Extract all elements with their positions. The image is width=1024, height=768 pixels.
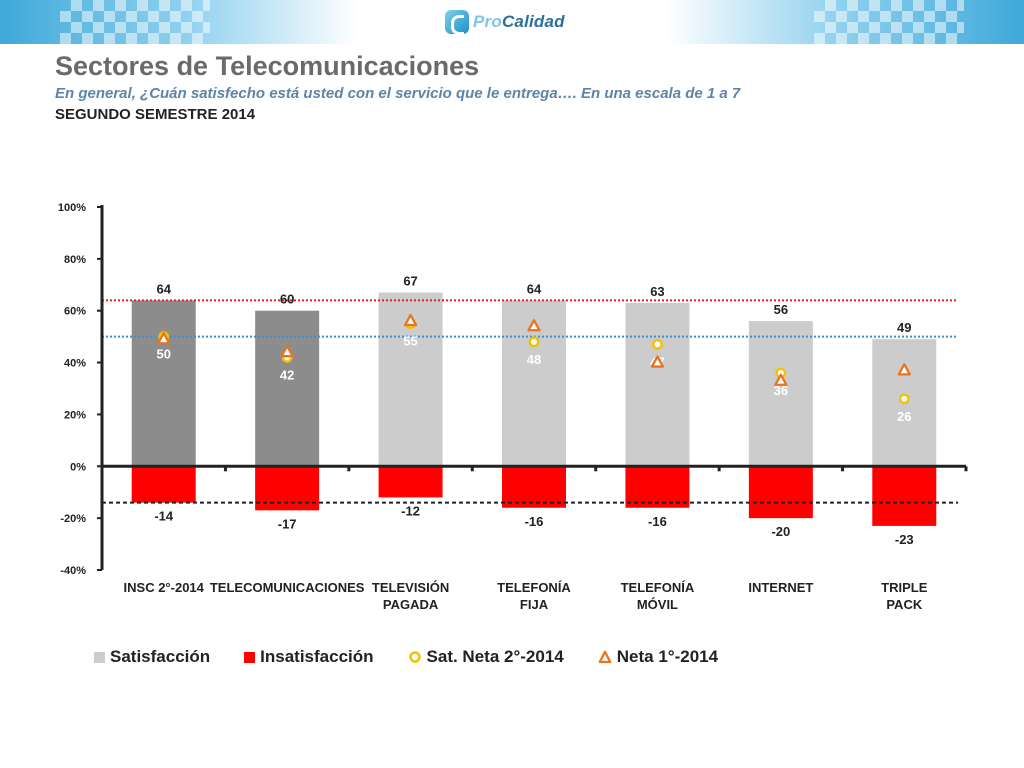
chart-legend: Satisfacción Insatisfacción Sat. Neta 2°…: [94, 647, 718, 667]
x-category-label: TELEFONÍA FIJA: [497, 580, 571, 612]
insatisfaccion-label: -20: [771, 524, 790, 539]
sat-neta-label: 42: [280, 367, 294, 382]
insatisfaccion-label: -14: [154, 509, 174, 524]
sat-neta-point: [898, 393, 910, 405]
insatisfaccion-bar: [378, 466, 443, 498]
legend-label-satisfaccion: Satisfacción: [110, 647, 211, 666]
legend-swatch-insatisfaccion: [244, 651, 256, 663]
sat-neta-label: 36: [774, 383, 788, 398]
satisfaccion-label: 56: [774, 302, 788, 317]
logo-text-pro: Pro: [473, 12, 502, 31]
sat-neta-label: 48: [527, 352, 541, 367]
satisfaccion-bar: [255, 310, 320, 467]
sat-neta-label: 55: [403, 334, 417, 349]
insatisfaccion-bar: [625, 466, 690, 508]
x-category-label: INTERNET: [748, 580, 813, 595]
procalidad-logo: ProCalidad: [445, 6, 565, 38]
insatisfaccion-label: -16: [525, 514, 544, 529]
insatisfaccion-bar: [255, 466, 320, 511]
insatisfaccion-label: -23: [895, 532, 914, 547]
legend-item-neta: Neta 1°-2014: [598, 647, 718, 667]
y-tick-label: 0%: [70, 461, 86, 473]
y-tick-label: 80%: [64, 254, 86, 266]
header-banner: ProCalidad: [0, 0, 1024, 44]
insatisfaccion-bar: [748, 466, 813, 519]
logo-text-calidad: Calidad: [501, 12, 565, 31]
x-category-label: TELECOMUNICACIONES: [210, 580, 365, 595]
insatisfaccion-bar: [872, 466, 937, 526]
legend-label-insatisfaccion: Insatisfacción: [260, 647, 374, 666]
satisfaccion-bar: [748, 321, 813, 467]
neta-point: [897, 363, 911, 376]
insatisfaccion-label: -12: [401, 503, 420, 518]
legend-label-sat-neta: Sat. Neta 2°-2014: [426, 647, 564, 666]
insatisfaccion-bar: [131, 466, 196, 503]
legend-label-neta: Neta 1°-2014: [616, 647, 719, 666]
x-category-label: TRIPLE PACK: [881, 580, 928, 612]
chart: 100% 80% 60% 40% 20% 0% -20% -40% 64 -14 50 60 -17 42…: [58, 202, 968, 612]
legend-swatch-satisfaccion: [94, 651, 105, 663]
neta-point: [403, 313, 418, 327]
x-category-label: TELEVISIÓN PAGADA: [372, 580, 449, 612]
satisfaccion-label: 49: [897, 320, 911, 335]
page-title: Sectores de Telecomunicaciones: [55, 51, 480, 81]
sat-neta-label: 50: [156, 347, 170, 362]
legend-item-satisfaccion: Satisfacción: [94, 647, 210, 667]
banner-pattern-left: [60, 0, 210, 44]
neta-point: [527, 319, 541, 332]
legend-item-sat-neta: Sat. Neta 2°-2014: [408, 647, 564, 667]
satisfaccion-label: 63: [650, 284, 664, 299]
sat-neta-label: 26: [897, 409, 911, 424]
satisfaccion-bar: [131, 300, 196, 467]
x-category-label: INSC 2°-2014: [124, 580, 205, 595]
y-tick-label: -20%: [60, 513, 86, 525]
logo-mark-icon: [445, 10, 469, 35]
insatisfaccion-label: -16: [648, 514, 667, 529]
y-tick-label: -40%: [60, 565, 86, 577]
y-tick-label: 40%: [64, 358, 86, 370]
y-tick-label: 100%: [58, 202, 86, 214]
insatisfaccion-bar: [502, 466, 566, 508]
y-tick-label: 60%: [64, 306, 86, 318]
neta-point: [650, 355, 665, 368]
legend-item-insatisfaccion: Insatisfacción: [244, 647, 374, 667]
neta-point: [280, 345, 294, 358]
page-subtitle: En general, ¿Cuán satisfecho está usted …: [55, 85, 741, 102]
y-tick-label: 20%: [64, 409, 86, 421]
period-label: SEGUNDO SEMESTRE 2014: [55, 106, 256, 123]
insatisfaccion-label: -17: [278, 516, 297, 531]
sat-neta-point: [528, 336, 540, 348]
satisfaccion-label: 64: [156, 281, 171, 296]
sat-neta-point: [652, 339, 663, 350]
neta-point: [774, 373, 788, 386]
banner-pattern-right: [814, 0, 964, 44]
legend-circle-icon: [408, 651, 421, 663]
satisfaccion-bar: [625, 302, 690, 467]
neta-point: [157, 332, 171, 345]
satisfaccion-label: 60: [280, 292, 294, 307]
satisfaccion-label: 64: [527, 281, 542, 296]
satisfaccion-label: 67: [403, 274, 417, 289]
legend-triangle-icon: [598, 650, 612, 664]
x-category-label: TELEFONÍA MÓVIL: [621, 580, 695, 612]
